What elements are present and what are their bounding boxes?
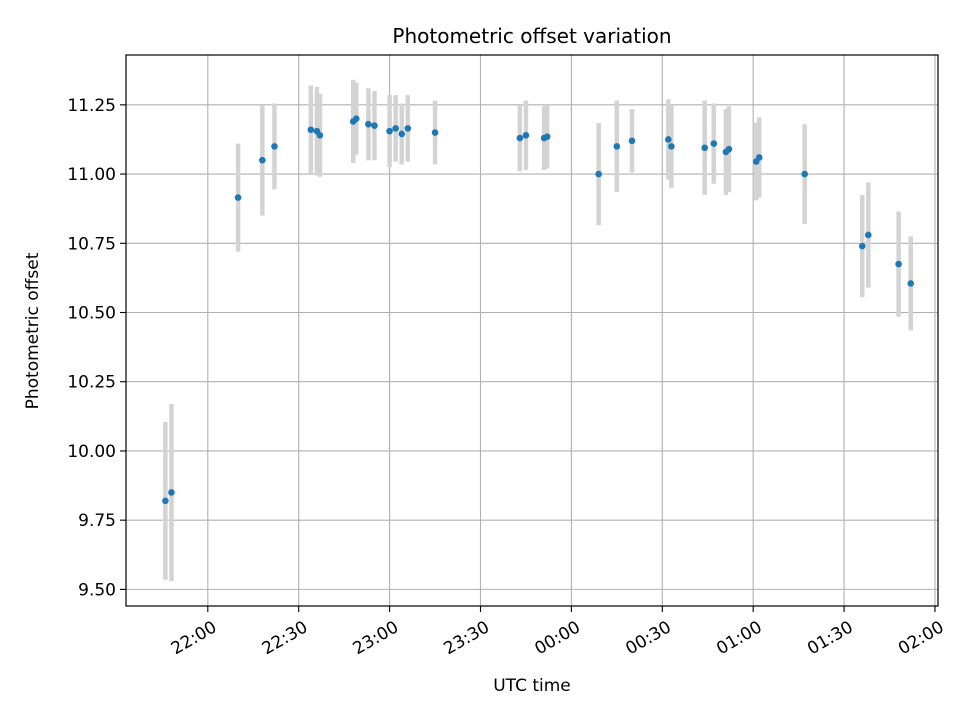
data-point — [259, 156, 266, 164]
data-point — [628, 137, 636, 145]
y-axis: 9.50 9.75 10.00 10.25 10.50 10.75 11.00 11.25 — [67, 96, 126, 600]
plot-frame — [125, 54, 939, 607]
data-point — [352, 115, 360, 122]
data-point — [365, 120, 372, 128]
data-point — [516, 134, 524, 142]
data-point — [522, 131, 530, 139]
data-point — [801, 170, 808, 178]
data-point — [907, 280, 915, 287]
data-point — [168, 489, 175, 496]
y-tick-label: 9.75 — [78, 511, 116, 531]
data-point — [392, 125, 399, 132]
data-point — [316, 131, 324, 139]
data-point — [271, 143, 278, 150]
data-point — [307, 126, 315, 134]
data-points — [162, 115, 915, 505]
y-tick-label: 10.25 — [67, 373, 116, 393]
data-point — [386, 127, 393, 135]
y-tick-label: 10.75 — [67, 234, 116, 254]
chart-title: Photometric offset variation — [392, 24, 671, 48]
data-point — [725, 145, 733, 153]
data-point — [858, 242, 866, 250]
data-point — [613, 143, 621, 150]
data-point — [665, 136, 672, 143]
x-axis-label: UTC time — [493, 676, 571, 696]
y-tick-label: 10.00 — [67, 442, 116, 462]
y-tick-label: 11.00 — [67, 165, 116, 185]
data-point — [371, 122, 378, 129]
data-point — [404, 125, 412, 132]
y-tick-label: 9.50 — [78, 580, 116, 600]
data-point — [865, 231, 872, 239]
y-axis-label: Photometric offset — [23, 252, 43, 409]
data-point — [162, 497, 169, 505]
data-point — [595, 170, 602, 178]
data-point — [398, 130, 406, 138]
y-tick-label: 10.50 — [67, 304, 116, 324]
data-point — [543, 133, 551, 140]
data-point — [755, 154, 763, 161]
data-point — [701, 144, 709, 152]
y-tick-label: 11.25 — [67, 96, 116, 116]
data-point — [710, 140, 718, 147]
data-point — [668, 143, 675, 150]
data-point — [895, 260, 902, 268]
data-point — [234, 194, 242, 201]
data-point — [431, 129, 439, 136]
